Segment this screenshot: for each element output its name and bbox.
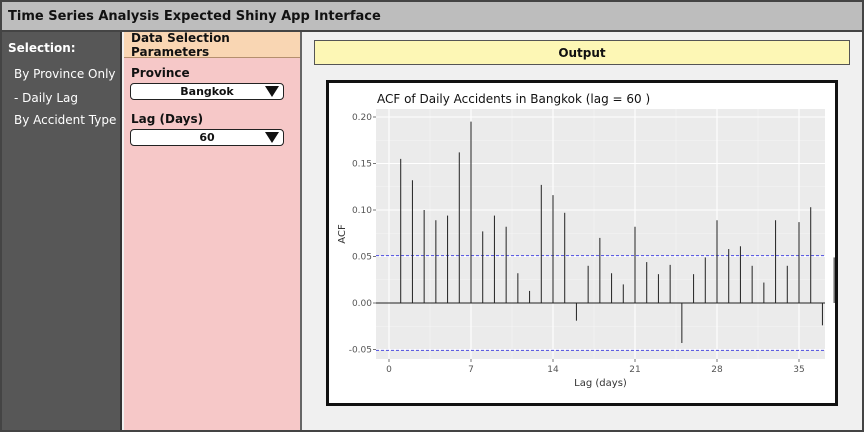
x-tick-label: 7 — [468, 365, 474, 375]
lag-select[interactable]: 60 — [130, 129, 284, 146]
x-tick-label: 28 — [711, 365, 723, 375]
x-tick-label: 0 — [386, 365, 392, 375]
acf-bars — [400, 121, 835, 343]
y-axis-ticks: -0.05 0.00 0.05 0.10 0.15 0.20 — [349, 113, 376, 356]
y-tick-label: 0.15 — [352, 160, 372, 170]
y-tick-label: -0.05 — [349, 346, 372, 356]
parameters-header: Data Selection Parameters — [124, 31, 300, 59]
output-header-label: Output — [558, 45, 606, 60]
sidebar-item-by-accident-type[interactable]: By Accident Type — [14, 113, 117, 127]
x-tick-label: 35 — [793, 365, 804, 375]
lag-select-value: 60 — [199, 131, 215, 144]
province-select[interactable]: Bangkok — [130, 83, 284, 100]
sidebar-item-by-province-only[interactable]: By Province Only — [14, 67, 116, 81]
app-title: Time Series Analysis Expected Shiny App … — [8, 8, 381, 24]
grid-minor — [376, 109, 825, 359]
lag-label: Lag (Days) — [131, 112, 204, 126]
y-tick-label: 0.10 — [352, 206, 372, 216]
sidebar: Selection: By Province Only - Daily Lag … — [2, 32, 122, 430]
chart-title: ACF of Daily Accidents in Bangkok (lag =… — [377, 92, 650, 106]
acf-chart: ACF of Daily Accidents in Bangkok (lag =… — [337, 92, 835, 389]
y-tick-label: 0.00 — [352, 299, 372, 309]
province-label: Province — [131, 66, 190, 80]
chevron-down-icon — [265, 86, 279, 97]
plot-panel — [376, 109, 825, 359]
acf-plot: ACF of Daily Accidents in Bangkok (lag =… — [326, 80, 838, 406]
output-header: Output — [314, 40, 850, 65]
x-tick-label: 14 — [547, 365, 559, 375]
parameters-panel: Data Selection Parameters Province Bangk… — [124, 31, 302, 430]
y-tick-label: 0.20 — [352, 113, 372, 123]
x-tick-label: 21 — [629, 365, 640, 375]
y-tick-label: 0.05 — [352, 253, 372, 263]
chevron-down-icon — [265, 132, 279, 143]
y-axis-label: ACF — [337, 224, 348, 244]
app-title-bar: Time Series Analysis Expected Shiny App … — [2, 2, 862, 32]
x-axis-label: Lag (days) — [574, 378, 627, 389]
sidebar-heading: Selection: — [8, 41, 76, 55]
province-select-value: Bangkok — [180, 85, 234, 98]
x-axis-ticks: 0714212835424956 — [386, 359, 805, 375]
sidebar-item-daily-lag[interactable]: - Daily Lag — [14, 91, 78, 105]
